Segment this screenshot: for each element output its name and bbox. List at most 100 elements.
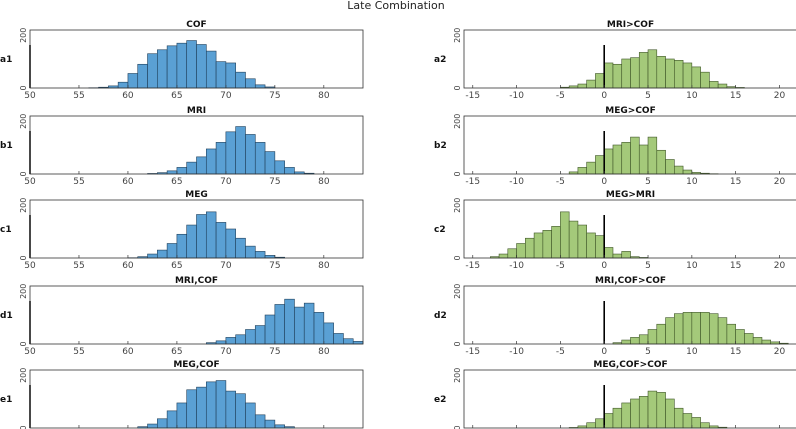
y-tick-label: 0 xyxy=(453,171,462,176)
histogram-bar xyxy=(186,40,197,89)
x-tick-label: 20 xyxy=(774,91,786,101)
histogram-bar xyxy=(196,156,207,175)
histogram-bar xyxy=(647,390,658,429)
histogram-bar xyxy=(621,58,631,89)
histogram-bar xyxy=(647,329,658,345)
x-tick-label: 0 xyxy=(601,261,607,271)
panel-label: a1 xyxy=(0,55,12,65)
x-tick-label: -5 xyxy=(556,261,565,271)
panel-b1: MRI b1 50 55 60 65 70 75 80 0 200 xyxy=(0,106,364,187)
histogram-bar xyxy=(656,149,666,175)
histogram-bar xyxy=(284,167,295,175)
histogram-bar xyxy=(205,50,217,89)
x-tick-label: -15 xyxy=(465,177,480,187)
panel-a1: COF a1 50 55 60 65 70 75 80 0 200 xyxy=(0,20,364,101)
x-tick-label: -10 xyxy=(509,347,524,357)
x-tick-label: 55 xyxy=(73,91,84,101)
histogram-bar xyxy=(498,253,509,259)
panel-e1: MEG,COFe1505560657075800200 xyxy=(0,360,364,429)
x-tick-label: -10 xyxy=(509,261,524,271)
histogram-bar xyxy=(603,247,614,259)
x-tick-label: -10 xyxy=(509,91,524,101)
y-tick-label: 0 xyxy=(19,255,28,260)
panel-title: MRI xyxy=(187,106,206,116)
histogram-bar xyxy=(630,136,640,175)
panel-label: d2 xyxy=(434,311,447,321)
x-tick-label: 55 xyxy=(73,347,84,357)
histogram-bar xyxy=(586,79,596,89)
x-tick-label: 0 xyxy=(601,347,607,357)
histogram-bar xyxy=(264,314,276,345)
x-tick-label: 5 xyxy=(645,177,651,187)
histogram-bar xyxy=(612,144,623,175)
histogram-bar xyxy=(254,84,266,89)
axes-frame xyxy=(463,199,796,259)
y-tick-label: 200 xyxy=(453,284,462,299)
y-tick-label: 200 xyxy=(19,368,28,383)
histogram-bar xyxy=(166,45,178,89)
y-tick-label: 200 xyxy=(453,198,462,213)
x-tick-label: 80 xyxy=(318,347,330,357)
x-tick-label: 50 xyxy=(24,261,36,271)
histogram-bar xyxy=(157,418,168,429)
histogram-bar xyxy=(630,57,640,89)
panel-label: e2 xyxy=(434,395,446,405)
x-tick-label: 50 xyxy=(24,91,36,101)
histogram-bar xyxy=(225,228,236,259)
x-tick-label: 65 xyxy=(171,261,182,271)
histogram-bar xyxy=(254,251,266,259)
y-tick-label: 200 xyxy=(19,198,28,213)
x-tick-label: 5 xyxy=(645,347,651,357)
y-tick-label: 0 xyxy=(453,341,462,346)
x-tick-label: 60 xyxy=(122,177,134,187)
x-tick-label: -15 xyxy=(465,261,480,271)
histogram-bar xyxy=(215,222,227,259)
y-tick-label: 0 xyxy=(19,341,28,346)
axes-frame xyxy=(29,369,364,429)
x-tick-label: 55 xyxy=(73,177,84,187)
histogram-bar xyxy=(274,424,285,429)
panel-title: MEG>MRI xyxy=(606,190,655,200)
x-tick-label: 10 xyxy=(686,91,698,101)
x-tick-label: 50 xyxy=(24,347,36,357)
histogram-bar xyxy=(665,317,675,345)
histogram-bar xyxy=(225,62,236,89)
y-tick-label: 200 xyxy=(19,114,28,129)
histogram-bar xyxy=(157,49,168,89)
y-tick-label: 200 xyxy=(19,284,28,299)
x-tick-label: 65 xyxy=(171,91,182,101)
x-tick-label: 75 xyxy=(269,261,280,271)
x-tick-label: 15 xyxy=(730,261,741,271)
x-tick-label: 80 xyxy=(318,177,330,187)
histogram-bar xyxy=(709,313,719,345)
x-tick-label: -5 xyxy=(556,177,565,187)
panel-label: e1 xyxy=(0,395,12,405)
panel-title: MRI,COF xyxy=(175,276,218,286)
histogram-bar xyxy=(205,381,217,429)
histogram-bar xyxy=(717,83,728,89)
histogram-bar xyxy=(691,66,701,89)
histogram-bar xyxy=(274,304,285,345)
histogram-bar xyxy=(682,62,693,89)
histogram-bar xyxy=(656,392,666,429)
histogram-bar xyxy=(215,380,227,429)
panel-label: b1 xyxy=(0,141,13,151)
histogram-bar xyxy=(225,390,236,429)
panel-title: MRI>COF xyxy=(607,20,654,30)
histogram-bar xyxy=(656,56,666,89)
x-tick-label: 80 xyxy=(318,261,330,271)
histogram-bar xyxy=(323,322,334,345)
panel-d1: MRI,COF d1 50 55 60 65 70 75 80 0 200 xyxy=(0,276,364,357)
histogram-bar xyxy=(612,407,623,429)
histogram-bar xyxy=(674,165,684,175)
histogram-bar xyxy=(595,155,605,175)
histogram-bar xyxy=(186,161,197,175)
axes-frame xyxy=(463,285,796,345)
x-tick-label: 75 xyxy=(269,347,280,357)
histogram-bar xyxy=(586,422,596,429)
x-tick-label: 15 xyxy=(730,91,741,101)
histogram-bar xyxy=(682,312,693,345)
